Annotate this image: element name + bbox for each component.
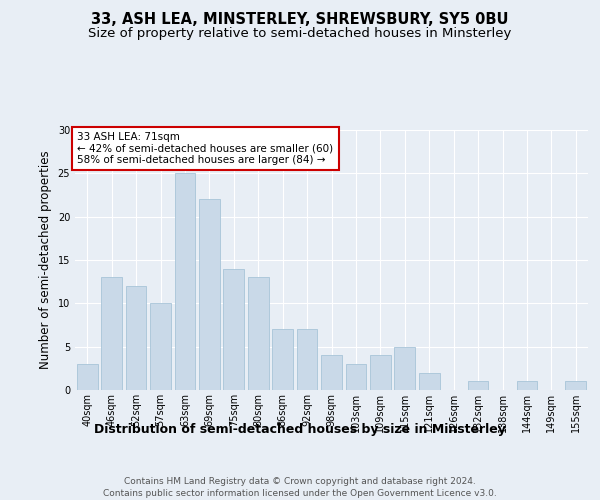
Y-axis label: Number of semi-detached properties: Number of semi-detached properties (39, 150, 52, 370)
Bar (125, 286, 146, 390)
Bar (175, 174, 196, 390)
Text: 33 ASH LEA: 71sqm
← 42% of semi-detached houses are smaller (60)
58% of semi-det: 33 ASH LEA: 71sqm ← 42% of semi-detached… (77, 132, 334, 165)
Bar (296, 330, 317, 390)
Text: Contains HM Land Registry data © Crown copyright and database right 2024.
Contai: Contains HM Land Registry data © Crown c… (103, 478, 497, 498)
Bar (223, 268, 244, 390)
Text: 33, ASH LEA, MINSTERLEY, SHREWSBURY, SY5 0BU: 33, ASH LEA, MINSTERLEY, SHREWSBURY, SY5… (91, 12, 509, 28)
Text: Size of property relative to semi-detached houses in Minsterley: Size of property relative to semi-detach… (88, 28, 512, 40)
Bar (321, 356, 342, 390)
Bar (101, 278, 122, 390)
Bar (394, 346, 415, 390)
Bar (77, 364, 98, 390)
Bar (370, 356, 391, 390)
Bar (248, 278, 269, 390)
Bar (272, 330, 293, 390)
Bar (199, 200, 220, 390)
Bar (467, 382, 488, 390)
Text: Distribution of semi-detached houses by size in Minsterley: Distribution of semi-detached houses by … (94, 422, 506, 436)
Bar (565, 382, 586, 390)
Bar (346, 364, 367, 390)
Bar (150, 304, 171, 390)
Bar (517, 382, 538, 390)
Bar (419, 372, 440, 390)
